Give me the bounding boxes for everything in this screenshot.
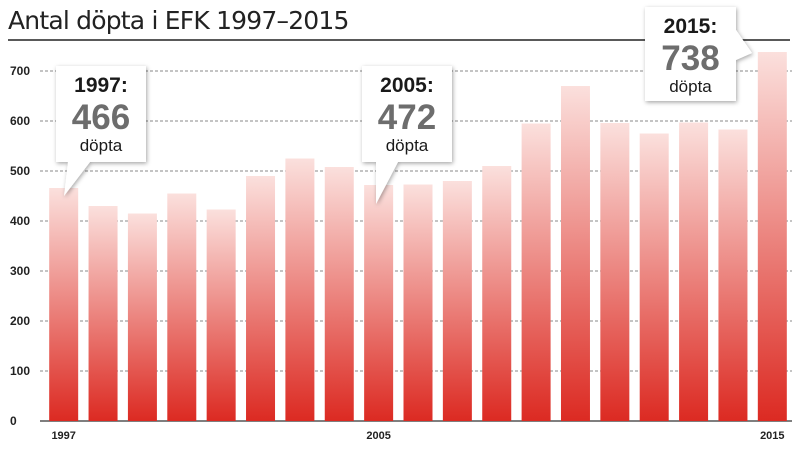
bar-2013 bbox=[679, 122, 709, 421]
y-tick-label: 300 bbox=[10, 264, 30, 278]
y-tick-label: 500 bbox=[10, 164, 30, 178]
callout-unit: döpta bbox=[669, 77, 712, 96]
bar-2004 bbox=[324, 167, 354, 421]
bar-1999 bbox=[127, 213, 157, 421]
bar-2006 bbox=[403, 184, 433, 421]
y-tick-label: 400 bbox=[10, 214, 30, 228]
bar-2005 bbox=[364, 185, 394, 421]
y-axis-ticks: 0 100 200 300 400 500 600 700 bbox=[10, 64, 30, 428]
x-tick-label: 1997 bbox=[51, 430, 75, 442]
bar-1997 bbox=[49, 188, 79, 421]
bar-2009 bbox=[521, 123, 551, 421]
x-tick-label: 2015 bbox=[760, 430, 784, 442]
bar-2010 bbox=[560, 86, 590, 421]
chart-title: Antal döpta i EFK 1997–2015 bbox=[8, 6, 349, 35]
bar-2015 bbox=[757, 52, 787, 421]
bar-2011 bbox=[600, 123, 630, 421]
callout-unit: döpta bbox=[80, 136, 123, 155]
callout-value: 466 bbox=[72, 98, 130, 137]
bars bbox=[49, 52, 787, 421]
y-tick-label: 0 bbox=[10, 414, 17, 428]
bar-2003 bbox=[285, 158, 315, 421]
y-tick-label: 700 bbox=[10, 64, 30, 78]
callout-value: 472 bbox=[378, 98, 436, 137]
bar-2001 bbox=[206, 209, 236, 421]
y-tick-label: 600 bbox=[10, 114, 30, 128]
bar-2002 bbox=[246, 176, 276, 421]
callout-box bbox=[56, 66, 146, 196]
x-tick-label: 2005 bbox=[366, 430, 390, 442]
bar-2000 bbox=[167, 193, 197, 421]
callout-unit: döpta bbox=[386, 136, 429, 155]
bar-1998 bbox=[88, 206, 118, 421]
callout-year: 2005: bbox=[380, 74, 434, 97]
bar-2012 bbox=[639, 133, 669, 421]
y-tick-label: 100 bbox=[10, 364, 30, 378]
bar-2008 bbox=[482, 166, 512, 421]
x-axis-ticks: 1997 2005 2015 bbox=[51, 430, 784, 442]
bar-2014 bbox=[718, 129, 748, 421]
y-tick-label: 200 bbox=[10, 314, 30, 328]
bar-2007 bbox=[442, 181, 472, 421]
callout-value: 738 bbox=[661, 39, 719, 78]
callout-box bbox=[645, 7, 752, 101]
callout-year: 1997: bbox=[74, 74, 128, 97]
callout-year: 2015: bbox=[664, 15, 718, 38]
callout-box bbox=[362, 66, 452, 204]
